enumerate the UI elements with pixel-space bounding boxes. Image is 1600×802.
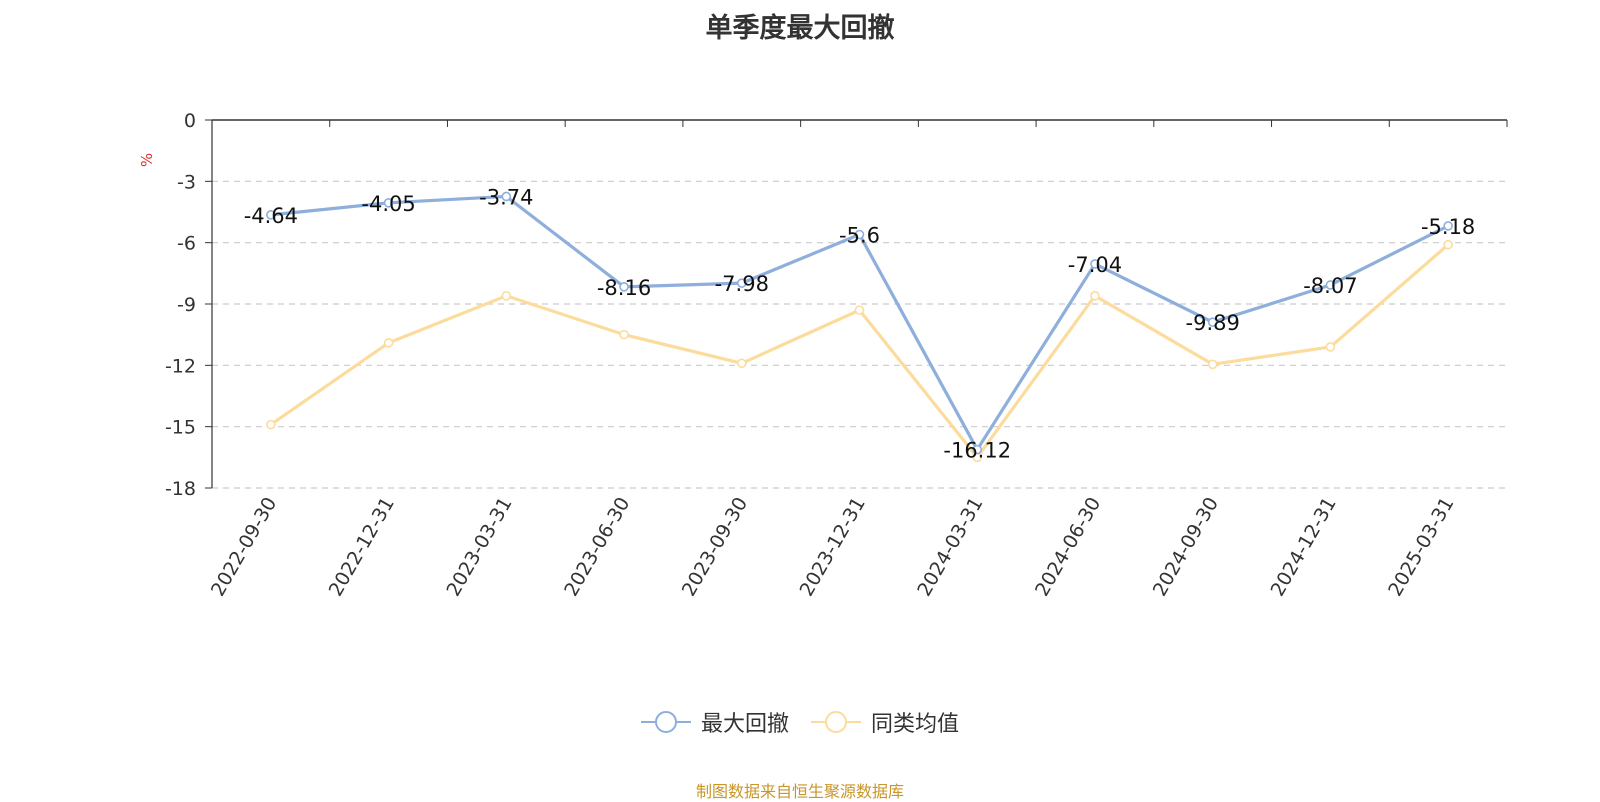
data-point[interactable] xyxy=(266,419,276,430)
y-tick-label: -12 xyxy=(165,355,196,377)
data-point[interactable] xyxy=(1325,280,1336,290)
y-tick-label: -6 xyxy=(177,233,196,255)
legend-label: 同类均值 xyxy=(871,712,960,737)
x-tick-label: 2023-09-30 xyxy=(678,494,752,601)
grid-lines xyxy=(212,180,1507,489)
series-lines xyxy=(266,191,1453,463)
data-point[interactable] xyxy=(1443,221,1453,231)
data-point[interactable] xyxy=(736,278,747,288)
data-point[interactable] xyxy=(501,191,512,202)
x-tick-label: 2022-12-31 xyxy=(325,494,399,601)
legend-label: 最大回撤 xyxy=(700,712,789,737)
legend-line-circle-icon xyxy=(640,711,691,733)
data-point[interactable] xyxy=(383,338,394,348)
y-tick-label: -15 xyxy=(165,417,196,439)
data-label: -16.12 xyxy=(943,439,1011,463)
data-point[interactable] xyxy=(619,329,629,340)
data-label: -4.05 xyxy=(361,192,415,216)
x-tick-label: 2024-06-30 xyxy=(1031,494,1105,601)
y-tick-label: -3 xyxy=(177,171,196,193)
x-tick-label: 2023-03-31 xyxy=(442,494,516,601)
y-axis-unit: % xyxy=(138,153,156,167)
legend-item-peer-average[interactable]: 同类均值 xyxy=(811,706,959,738)
data-point[interactable] xyxy=(383,198,394,208)
data-labels: -4.64 -4.05 -3.74 -8.16 -7.98 -5.6 -16.12 -7.04… xyxy=(244,185,1476,462)
data-point[interactable] xyxy=(854,229,865,240)
data-point[interactable] xyxy=(266,210,276,220)
data-label: -5.6 xyxy=(839,223,880,247)
data-label: -3.74 xyxy=(479,185,533,209)
source-note: 制图数据来自恒生聚源数据库 xyxy=(695,782,904,801)
data-point[interactable] xyxy=(854,305,865,315)
data-label: -8.16 xyxy=(597,276,651,300)
data-point[interactable] xyxy=(1207,359,1218,370)
x-tick-label: 2023-06-30 xyxy=(560,494,634,601)
data-label: -5.18 xyxy=(1421,215,1475,239)
y-tick-label: -9 xyxy=(177,294,196,316)
x-tick-label: 2023-12-31 xyxy=(796,494,870,601)
data-point[interactable] xyxy=(1090,291,1100,301)
y-tick-label: -18 xyxy=(165,478,196,500)
x-tick-label: 2022-09-30 xyxy=(207,494,281,601)
y-tick-label: 0 xyxy=(184,110,196,132)
data-label: -7.04 xyxy=(1068,253,1122,277)
series-line-1 xyxy=(269,243,1450,459)
x-tick-label: 2024-12-31 xyxy=(1266,494,1340,601)
x-tick-label: 2024-09-30 xyxy=(1149,494,1223,601)
data-label: -8.07 xyxy=(1303,274,1357,298)
legend-item-max-drawdown[interactable]: 最大回撤 xyxy=(640,706,789,738)
x-tick-label: 2025-03-31 xyxy=(1384,494,1458,601)
data-point[interactable] xyxy=(1443,239,1453,250)
data-label: -7.98 xyxy=(715,272,769,296)
data-point[interactable] xyxy=(1090,259,1100,269)
data-point[interactable] xyxy=(972,444,983,455)
legend: 最大回撤 同类均值 xyxy=(0,706,1600,738)
data-point[interactable] xyxy=(1207,317,1218,327)
data-point[interactable] xyxy=(736,358,747,369)
data-point[interactable] xyxy=(1325,342,1336,352)
data-point[interactable] xyxy=(501,291,512,301)
data-label: -4.64 xyxy=(244,204,298,228)
legend-line-circle-icon xyxy=(811,711,861,733)
data-point[interactable] xyxy=(619,282,629,292)
x-tick-label: 2024-03-31 xyxy=(913,494,987,601)
chart-title: 单季度最大回撤 xyxy=(705,13,895,44)
axes: 0 -3 -6 -9 -12 -15 -18 2022-09-30 2022-12-31 2023… xyxy=(138,110,1508,601)
data-label: -9.89 xyxy=(1186,311,1240,335)
